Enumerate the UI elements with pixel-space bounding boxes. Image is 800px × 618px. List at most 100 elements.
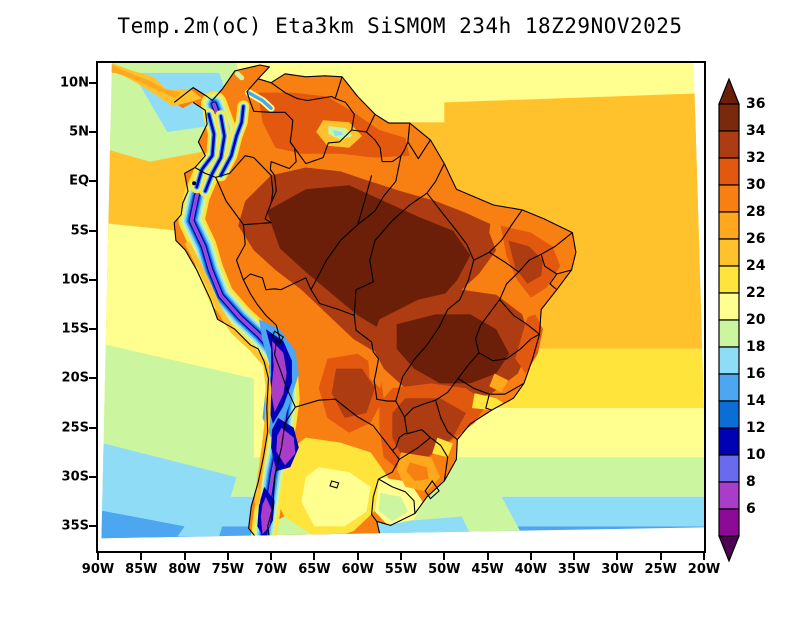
longitude-tick-label: 80W (168, 562, 201, 577)
country-border (406, 429, 431, 439)
latitude-tick-label: 25S (61, 420, 89, 436)
longitude-tick-label: 30W (601, 562, 634, 577)
country-border (270, 82, 336, 102)
latitude-tick-label: 10N (60, 75, 89, 91)
country-border (457, 378, 525, 395)
longitude-tick-mark (140, 553, 143, 560)
country-border (549, 273, 558, 291)
colorbar-tick-label: 34 (746, 123, 766, 139)
longitude-tick-mark (313, 553, 316, 560)
country-border (473, 209, 523, 261)
country-border (371, 478, 380, 522)
latitude-tick-mark (89, 426, 96, 429)
country-border (194, 155, 274, 204)
country-border (382, 123, 411, 163)
country-border (540, 254, 572, 275)
latitude-tick-label: 15S (61, 321, 89, 337)
pantanal (368, 348, 384, 389)
country-border (267, 406, 296, 539)
longitude-tick-label: 50W (428, 562, 461, 577)
colorbar-band (718, 211, 740, 240)
colorbar-tick-label: 16 (746, 366, 766, 382)
cordillera-coldest-1 (204, 114, 226, 193)
colorbar-tick-label: 18 (746, 339, 766, 355)
longitude-tick-mark (183, 553, 186, 560)
colorbar-tick-label: 30 (746, 177, 766, 193)
latitude-tick-label: 5N (69, 124, 89, 140)
country-border (173, 101, 272, 539)
bahia-hot (515, 314, 543, 374)
colorbar-band (718, 373, 740, 402)
longitude-tick-mark (270, 553, 273, 560)
country-border (295, 398, 379, 434)
colorbar-tick-label: 26 (746, 231, 766, 247)
uruguay-cool (378, 492, 408, 522)
latitude-tick-mark (89, 525, 96, 528)
colorbar-tick-label: 24 (746, 258, 766, 274)
longitude-tick-mark (97, 553, 99, 560)
island-marker (101, 187, 104, 192)
longitude-tick-label: 90W (81, 562, 115, 577)
longitude-tick-label: 65W (298, 562, 331, 577)
longitude-tick-label: 40W (514, 562, 548, 577)
longitude-tick-mark (356, 553, 359, 560)
longitude-tick-label: 55W (384, 562, 418, 577)
colorbar-tick-label: 20 (746, 312, 766, 328)
latitude-tick-label: 20S (61, 370, 89, 386)
colorbar-tick-label: 10 (746, 447, 766, 463)
lake-outline (329, 480, 340, 489)
country-border (430, 437, 449, 482)
island-marker (192, 181, 197, 186)
country-border (478, 333, 540, 362)
amazon-extreme-core (266, 185, 471, 332)
longitude-tick-mark (703, 553, 705, 560)
country-border (366, 131, 383, 162)
figure-title: Temp.2m(oC) Eta3km SiSMOM 234h 18Z29NOV2… (117, 14, 683, 38)
latitude-tick-label: EQ (69, 173, 89, 189)
colorbar-band (718, 130, 740, 159)
longitude-tick-mark (486, 553, 489, 560)
temperature-colorbar: 36 34 32 30 28 26 24 22 20 18 16 14 12 10 8 6 (718, 78, 765, 562)
colorbar-band (718, 319, 740, 348)
latitude-tick-mark (89, 377, 96, 380)
colorbar-band (718, 400, 740, 429)
colorbar-band (718, 184, 740, 213)
country-border (173, 64, 577, 539)
longitude-tick-mark (573, 553, 576, 560)
country-border (289, 76, 355, 165)
latitude-tick-mark (89, 81, 96, 84)
longitude-tick-mark (529, 553, 532, 560)
colorbar-band (718, 454, 740, 483)
country-border (215, 177, 244, 226)
country-border (246, 78, 294, 142)
colorbar-tick-label: 32 (746, 150, 766, 166)
colorbar-band (718, 481, 740, 510)
south-andes-coldest (260, 496, 272, 535)
pacific-cold-core (101, 437, 237, 537)
colorbar-band (718, 427, 740, 456)
longitude-tick-mark (400, 553, 402, 560)
country-border (357, 175, 373, 225)
colorbar-band (718, 508, 740, 537)
ne-brazil-hot-core (508, 240, 543, 284)
latitude-tick-mark (89, 328, 96, 331)
colorbar-tick-label: 6 (746, 501, 756, 517)
country-border (280, 277, 408, 451)
clipped-field (101, 63, 704, 539)
country-border (395, 192, 475, 402)
longitude-tick-label: 25W (644, 562, 677, 577)
country-border (310, 155, 402, 290)
roraima-cold-spot (332, 130, 343, 136)
minas-cool-pocket (489, 373, 509, 393)
santa-marta-cool (234, 71, 245, 81)
colorbar-band (718, 346, 740, 375)
map-plot-area: 10N 5N EQ 5S 10S 15S 20S 25S 30S 35S 90W 85W 80W 75W… (60, 61, 720, 577)
longitude-tick-mark (659, 553, 662, 560)
country-border (399, 437, 431, 460)
colorbar-band (718, 238, 740, 267)
colorbar-tick-label: 14 (746, 393, 766, 409)
longitude-tick-label: 75W (211, 562, 245, 577)
latitude-tick-mark (89, 476, 96, 479)
colorbar-tick-label: 22 (746, 285, 766, 301)
country-border (269, 141, 297, 204)
